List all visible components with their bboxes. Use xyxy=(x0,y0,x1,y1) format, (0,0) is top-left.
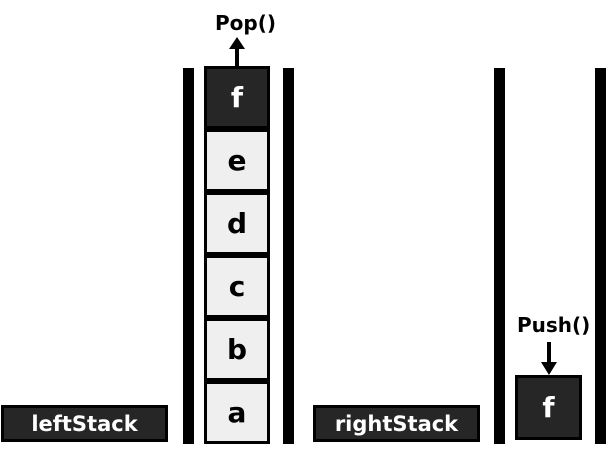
pop-label: Pop() xyxy=(215,11,276,35)
right-stack-label: rightStack xyxy=(313,405,480,442)
push-label: Push() xyxy=(517,313,591,337)
left-stack-wall-left xyxy=(183,68,194,444)
right-stack-wall-left xyxy=(494,68,505,444)
left-stack-wall-right xyxy=(283,68,294,444)
push-arrow-icon xyxy=(541,342,557,375)
left-stack-label: leftStack xyxy=(1,405,168,442)
left-stack-item: b xyxy=(204,318,270,381)
left-stack-item: e xyxy=(204,129,270,192)
right-stack-wall-right xyxy=(595,68,606,444)
pop-arrow-icon xyxy=(229,37,245,68)
left-stack-item: d xyxy=(204,192,270,255)
left-stack-item-bottom: a xyxy=(204,381,270,444)
left-stack-item-top: f xyxy=(204,66,270,129)
left-stack-item: c xyxy=(204,255,270,318)
right-stack-item-top: f xyxy=(515,375,582,440)
